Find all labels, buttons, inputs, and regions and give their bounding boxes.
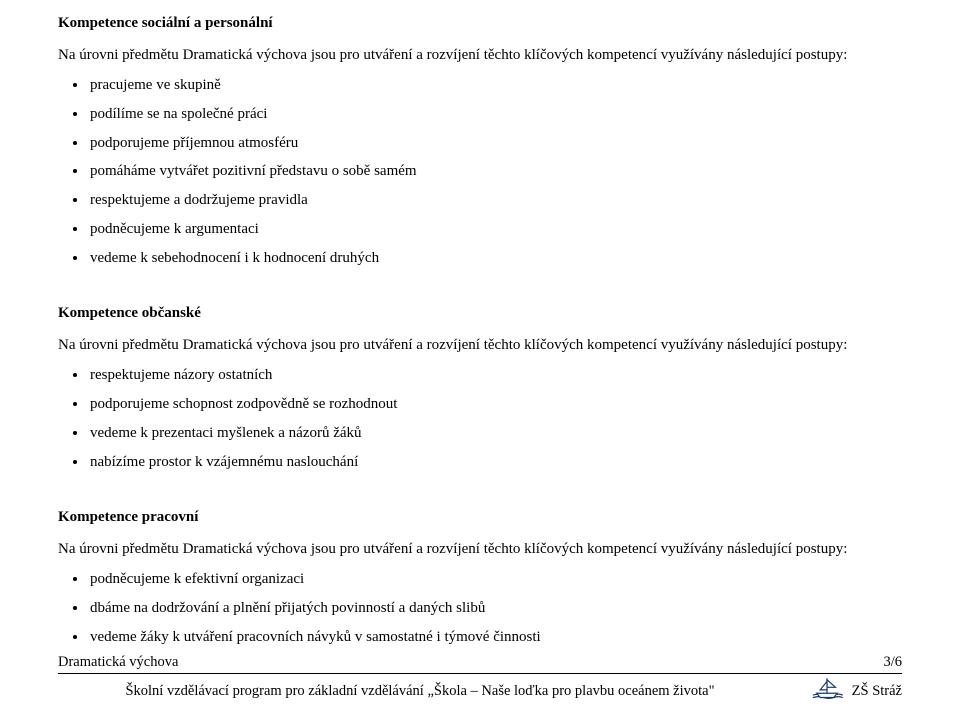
intro-suffix: jsou pro utváření a rozvíjení těchto klí… xyxy=(307,337,847,353)
section-social-personal: Kompetence sociální a personální Na úrov… xyxy=(58,14,902,272)
list-item: vedeme k prezentaci myšlenek a názorů žá… xyxy=(88,419,902,448)
list-item: pomáháme vytvářet pozitivní představu o … xyxy=(88,157,902,186)
bullet-list: respektujeme názory ostatních podporujem… xyxy=(58,361,902,476)
list-item: podněcujeme k argumentaci xyxy=(88,215,902,244)
section-intro: Na úrovni předmětu Dramatická výchova js… xyxy=(58,540,902,560)
intro-suffix: jsou pro utváření a rozvíjení těchto klí… xyxy=(307,541,847,557)
section-heading: Kompetence pracovní xyxy=(58,508,902,528)
list-item: dbáme na dodržování a plnění přijatých p… xyxy=(88,594,902,623)
prefooter-left: Dramatická výchova xyxy=(58,654,178,671)
intro-subject: Dramatická výchova xyxy=(183,541,308,557)
intro-subject: Dramatická výchova xyxy=(183,47,308,63)
boat-icon xyxy=(810,676,844,707)
section-intro: Na úrovni předmětu Dramatická výchova js… xyxy=(58,336,902,356)
list-item: pracujeme ve skupině xyxy=(88,71,902,100)
document-page: Kompetence sociální a personální Na úrov… xyxy=(0,0,960,707)
footer-row: Školní vzdělávací program pro základní v… xyxy=(58,674,902,707)
list-item: vedeme žáky k utváření pracovních návyků… xyxy=(88,623,902,652)
section-civic: Kompetence občanské Na úrovni předmětu D… xyxy=(58,304,902,476)
footer-right-text: ZŠ Stráž xyxy=(852,683,902,700)
footer-right: ZŠ Stráž xyxy=(782,676,902,707)
intro-prefix: Na úrovni předmětu xyxy=(58,337,183,353)
bullet-list: pracujeme ve skupině podílíme se na spol… xyxy=(58,71,902,272)
list-item: podporujeme příjemnou atmosféru xyxy=(88,129,902,158)
section-work: Kompetence pracovní Na úrovni předmětu D… xyxy=(58,508,902,651)
list-item: vedeme k sebehodnocení i k hodnocení dru… xyxy=(88,244,902,273)
bullet-list: podněcujeme k efektivní organizaci dbáme… xyxy=(58,565,902,651)
prefooter-row: Dramatická výchova 3/6 xyxy=(58,654,902,671)
footer-center-text: Školní vzdělávací program pro základní v… xyxy=(58,683,782,700)
list-item: respektujeme a dodržujeme pravidla xyxy=(88,186,902,215)
intro-prefix: Na úrovni předmětu xyxy=(58,47,183,63)
intro-suffix: jsou pro utváření a rozvíjení těchto klí… xyxy=(307,47,847,63)
list-item: podílíme se na společné práci xyxy=(88,100,902,129)
intro-subject: Dramatická výchova xyxy=(183,337,308,353)
list-item: respektujeme názory ostatních xyxy=(88,361,902,390)
list-item: podněcujeme k efektivní organizaci xyxy=(88,565,902,594)
intro-prefix: Na úrovni předmětu xyxy=(58,541,183,557)
prefooter-right: 3/6 xyxy=(883,654,902,671)
list-item: nabízíme prostor k vzájemnému naslouchán… xyxy=(88,448,902,477)
section-heading: Kompetence občanské xyxy=(58,304,902,324)
list-item: podporujeme schopnost zodpovědně se rozh… xyxy=(88,390,902,419)
section-heading: Kompetence sociální a personální xyxy=(58,14,902,34)
section-intro: Na úrovni předmětu Dramatická výchova js… xyxy=(58,46,902,66)
